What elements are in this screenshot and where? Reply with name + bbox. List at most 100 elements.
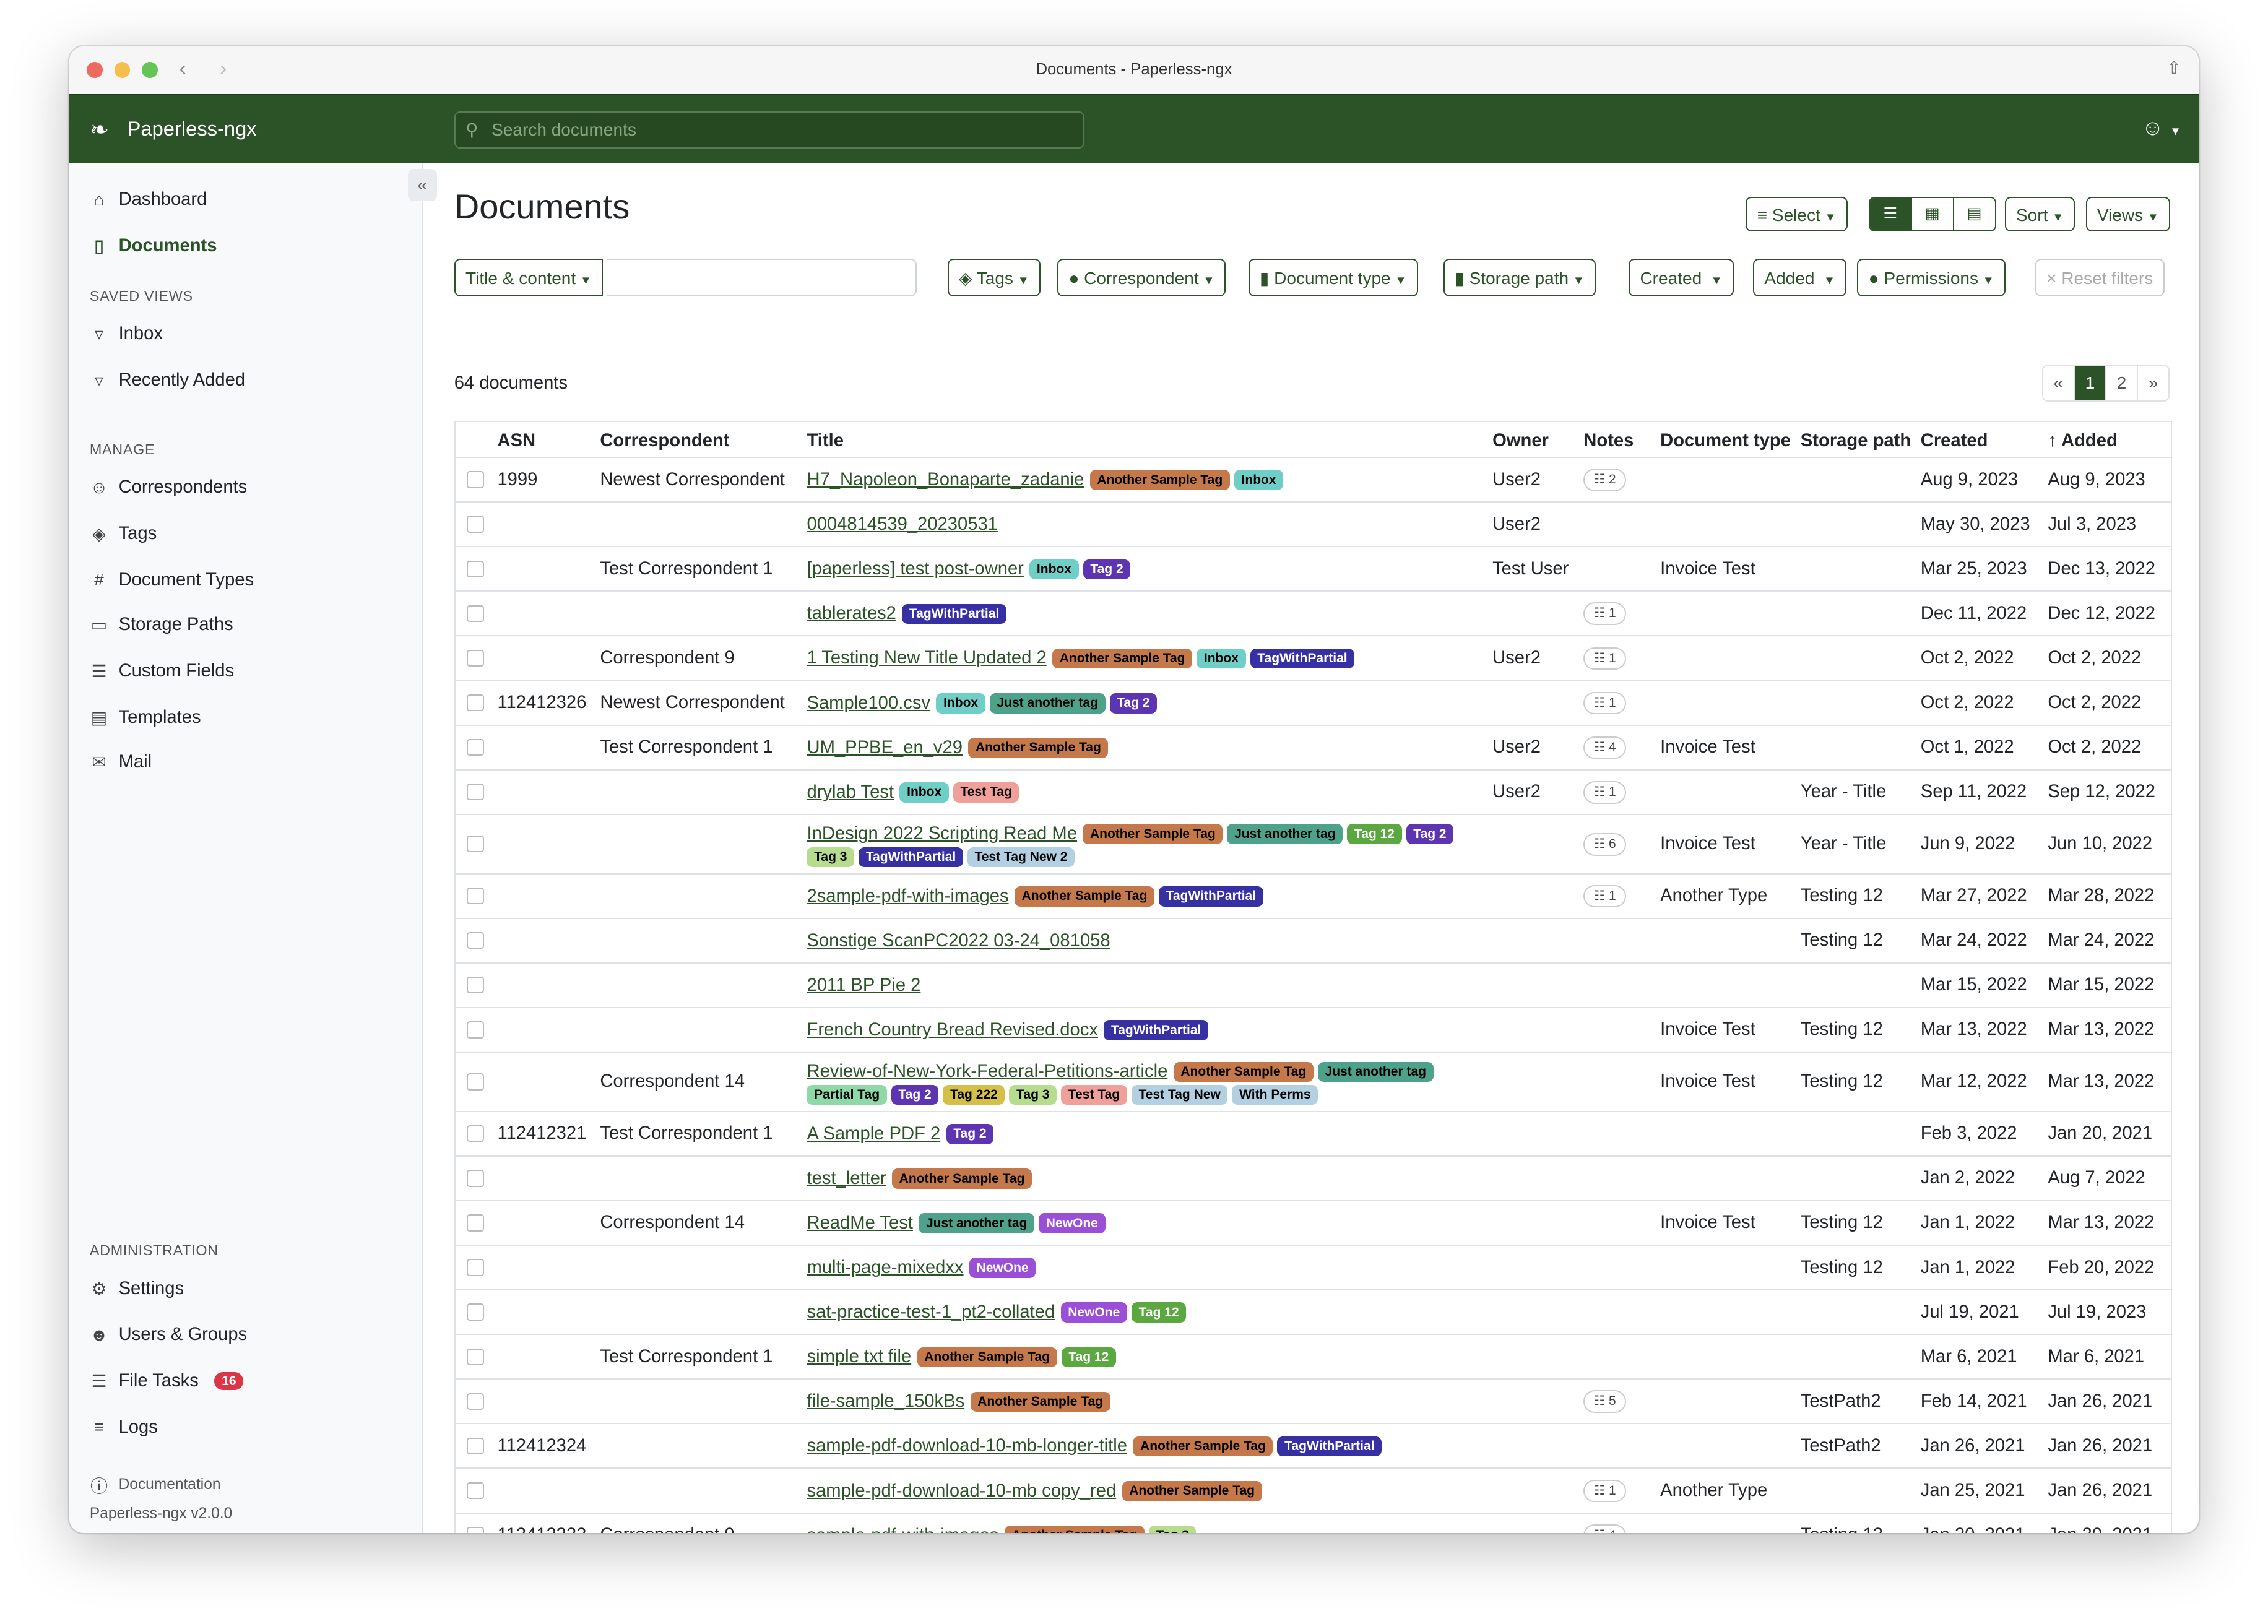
column-header-document-type[interactable]: Document type <box>1660 430 1791 451</box>
document-title-link[interactable]: 2011 BP Pie 2 <box>807 975 921 995</box>
tag-badge[interactable]: NewOne <box>1039 1213 1106 1233</box>
large-cards-view-button[interactable]: ▤ <box>1952 197 1995 230</box>
row-checkbox[interactable] <box>467 1393 484 1410</box>
table-row[interactable]: Test Correspondent 1 simple txt file Anoth… <box>455 1334 2171 1380</box>
column-header-created[interactable]: Created <box>1920 430 1988 451</box>
collapse-sidebar-button[interactable]: « <box>407 169 437 201</box>
notes-badge[interactable]: ☷ 1 <box>1583 602 1626 626</box>
table-row[interactable]: Sonstige ScanPC2022 03-24_081058 Testing … <box>455 917 2171 963</box>
tag-badge[interactable]: Test Tag New <box>1131 1084 1228 1105</box>
table-row[interactable]: test_letter Another Sample Tag Jan 2, 2022… <box>455 1155 2171 1201</box>
table-row[interactable]: file-sample_150kBs Another Sample Tag ☷ 5 T… <box>455 1378 2171 1424</box>
row-checkbox[interactable] <box>467 784 484 801</box>
sidebar-item-storage-paths[interactable]: ▭ Storage Paths <box>90 615 233 635</box>
document-title-link[interactable]: sample-pdf-download-10-mb copy_red <box>807 1480 1117 1501</box>
minimize-window-button[interactable] <box>114 62 131 79</box>
permissions-filter-button[interactable]: ● Permissions ▼ <box>1857 259 2006 296</box>
row-checkbox[interactable] <box>467 560 484 577</box>
tag-badge[interactable]: TagWithPartial <box>1104 1020 1209 1040</box>
tag-badge[interactable]: Tag 2 <box>1109 693 1158 714</box>
tag-badge[interactable]: NewOne <box>1060 1302 1127 1323</box>
sidebar-item-correspondents[interactable]: ☺ Correspondents <box>90 477 248 498</box>
document-title-link[interactable]: simple txt file <box>807 1347 912 1367</box>
correspondent-filter-button[interactable]: ● Correspondent ▼ <box>1057 259 1226 296</box>
table-view-button[interactable]: ☰ <box>1869 197 1911 230</box>
document-title-link[interactable]: drylab Test <box>807 782 894 802</box>
close-window-button[interactable] <box>87 62 103 79</box>
document-title-link[interactable]: 1 Testing New Title Updated 2 <box>807 648 1047 668</box>
table-row[interactable]: 112412326 Newest Correspondent Sample100.c… <box>455 680 2171 725</box>
tag-badge[interactable]: Another Sample Tag <box>1083 824 1223 845</box>
views-button[interactable]: Views ▼ <box>2085 196 2170 231</box>
tag-badge[interactable]: Inbox <box>936 693 985 714</box>
tag-badge[interactable]: TagWithPartial <box>859 847 963 868</box>
tag-badge[interactable]: Tag 3 <box>1148 1525 1197 1533</box>
row-checkbox[interactable] <box>467 932 484 949</box>
table-row[interactable]: Correspondent 14 ReadMe Test Just another … <box>455 1199 2171 1246</box>
table-row[interactable]: 1999 Newest Correspondent H7_Napoleon_Bona… <box>455 457 2171 503</box>
table-row[interactable]: sat-practice-test-1_pt2-collated NewOne Ta… <box>455 1289 2171 1335</box>
column-header-title[interactable]: Title <box>807 430 844 451</box>
tag-badge[interactable]: Another Sample Tag <box>968 737 1109 758</box>
tag-badge[interactable]: Another Sample Tag <box>1173 1061 1314 1082</box>
row-checkbox[interactable] <box>467 1303 484 1321</box>
document-title-link[interactable]: Sonstige ScanPC2022 03-24_081058 <box>807 930 1110 951</box>
forward-icon[interactable]: › <box>220 56 227 80</box>
sort-button[interactable]: Sort ▼ <box>2004 196 2075 231</box>
search-input[interactable]: ⚲ Search documents <box>454 111 1084 149</box>
tag-badge[interactable]: Test Tag <box>1061 1084 1127 1105</box>
tag-badge[interactable]: Test Tag New 2 <box>967 847 1075 868</box>
sidebar-item-settings[interactable]: ⚙ Settings <box>90 1279 184 1299</box>
sidebar-item-templates[interactable]: ▤ Templates <box>90 707 201 728</box>
row-checkbox[interactable] <box>467 977 484 994</box>
notes-badge[interactable]: ☷ 1 <box>1583 647 1626 670</box>
tag-badge[interactable]: Tag 12 <box>1131 1302 1187 1323</box>
small-cards-view-button[interactable]: ▦ <box>1910 197 1953 230</box>
table-row[interactable]: Correspondent 14 Review-of-New-York-Feder… <box>455 1051 2171 1112</box>
table-row[interactable]: 112412322Correspondent 9sample-pdf-with-… <box>455 1512 2171 1533</box>
pagination-next[interactable]: » <box>2136 365 2168 400</box>
row-checkbox[interactable] <box>467 1214 484 1232</box>
document-title-link[interactable]: [paperless] test post-owner <box>807 559 1024 579</box>
sidebar-item-documents[interactable]: ▯ Documents <box>90 236 217 256</box>
notes-badge[interactable]: ☷ 1 <box>1583 780 1626 804</box>
tag-badge[interactable]: Another Sample Tag <box>1052 648 1193 669</box>
document-title-link[interactable]: Sample100.csv <box>807 693 931 713</box>
notes-badge[interactable]: ☷ 2 <box>1583 469 1626 491</box>
tag-badge[interactable]: Tag 3 <box>1009 1084 1057 1105</box>
tag-badge[interactable]: TagWithPartial <box>1250 648 1355 669</box>
share-icon[interactable]: ⇧ <box>2166 58 2181 78</box>
tag-badge[interactable]: Just another tag <box>989 693 1106 714</box>
row-checkbox[interactable] <box>467 1437 484 1455</box>
document-title-link[interactable]: InDesign 2022 Scripting Read Me <box>807 824 1077 844</box>
document-title-link[interactable]: sample-pdf-with-images <box>807 1526 998 1533</box>
tag-badge[interactable]: Another Sample Tag <box>1122 1480 1262 1501</box>
row-checkbox[interactable] <box>467 1125 484 1142</box>
document-title-link[interactable]: ReadMe Test <box>807 1212 913 1233</box>
document-title-link[interactable]: tablerates2 <box>807 603 896 624</box>
sidebar-item-file-tasks[interactable]: ☰ File Tasks 16 <box>90 1371 244 1391</box>
pagination-prev[interactable]: « <box>2053 373 2064 392</box>
tag-badge[interactable]: Tag 12 <box>1061 1347 1117 1368</box>
tag-badge[interactable]: Just another tag <box>919 1213 1035 1233</box>
back-icon[interactable]: ‹ <box>179 56 186 80</box>
tag-badge[interactable]: Tag 3 <box>807 847 855 868</box>
notes-badge[interactable]: ☷ 4 <box>1583 1524 1626 1533</box>
notes-badge[interactable]: ☷ 6 <box>1583 832 1626 856</box>
tag-badge[interactable]: Tag 2 <box>946 1124 994 1144</box>
tag-badge[interactable]: Another Sample Tag <box>1089 470 1230 491</box>
sidebar-item-custom-fields[interactable]: ☰ Custom Fields <box>90 661 234 681</box>
sidebar-item-recently-added[interactable]: ▿ Recently Added <box>90 370 245 391</box>
tag-badge[interactable]: Just another tag <box>1317 1061 1434 1082</box>
row-checkbox[interactable] <box>467 1259 484 1276</box>
tag-badge[interactable]: With Perms <box>1232 1084 1318 1105</box>
tag-badge[interactable]: NewOne <box>969 1258 1036 1279</box>
table-row[interactable]: Test Correspondent 1 UM_PPBE_en_v29 Anothe… <box>455 724 2171 770</box>
table-row[interactable]: 0004814539_20230531 User2 May 30, 2023 Jul … <box>455 501 2171 547</box>
row-checkbox[interactable] <box>467 1526 484 1533</box>
title-content-input[interactable] <box>607 259 917 296</box>
sidebar-item-inbox[interactable]: ▿ Inbox <box>90 324 163 344</box>
document-title-link[interactable]: French Country Bread Revised.docx <box>807 1019 1098 1040</box>
